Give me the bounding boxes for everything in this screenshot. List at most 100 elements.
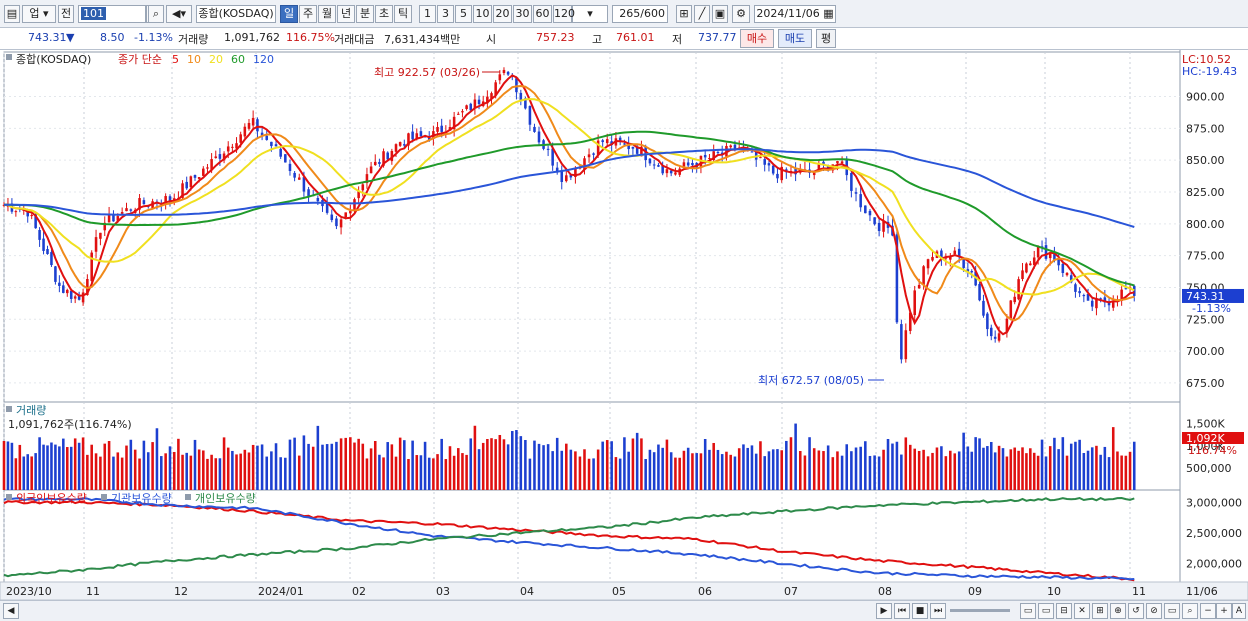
candle-body xyxy=(185,181,188,189)
volume-bar xyxy=(970,451,974,490)
scroll-right-icon[interactable]: ▶ xyxy=(876,603,892,619)
interval-5[interactable]: 5 xyxy=(455,5,472,23)
eval-button[interactable]: 평 xyxy=(816,29,836,48)
quote-open-label: 시 xyxy=(486,33,497,46)
tool-icon-4[interactable]: ✕ xyxy=(1074,603,1090,619)
candle-body xyxy=(477,99,481,105)
interval-30[interactable]: 30 xyxy=(513,5,532,23)
volume-bar xyxy=(716,449,720,490)
candle-body xyxy=(436,127,439,132)
count-field[interactable]: 265/600 xyxy=(612,5,668,23)
buy-button[interactable]: 매수 xyxy=(740,29,774,48)
volume-bar xyxy=(989,441,993,490)
code-input[interactable]: 101 xyxy=(78,5,146,23)
volume-bar xyxy=(794,423,797,490)
candle-body xyxy=(378,162,381,164)
volume-bar xyxy=(695,453,698,490)
volume-bar xyxy=(138,458,141,490)
candle-body xyxy=(193,175,197,178)
period-1[interactable]: 주 xyxy=(299,5,317,23)
sell-button[interactable]: 매도 xyxy=(778,29,812,48)
candle-body xyxy=(239,134,242,143)
interval-120[interactable]: 120 xyxy=(553,5,575,23)
date-field[interactable]: 2024/11/06 ▦ xyxy=(754,5,836,23)
x-tick-label: 04 xyxy=(520,585,534,598)
candle-body xyxy=(691,162,694,166)
candle-body xyxy=(1103,297,1107,303)
stop-icon[interactable]: ■ xyxy=(912,603,928,619)
candle-body xyxy=(944,257,948,259)
period-5[interactable]: 초 xyxy=(375,5,393,23)
tool-icon-9[interactable]: ▭ xyxy=(1164,603,1180,619)
volume-bar xyxy=(750,445,754,490)
x-tick-label: 12 xyxy=(174,585,188,598)
search-icon[interactable]: ⌕ xyxy=(148,5,164,23)
interval-20[interactable]: 20 xyxy=(493,5,512,23)
volume-bar xyxy=(776,449,779,490)
save-icon[interactable]: ▣ xyxy=(712,5,728,23)
period-4[interactable]: 분 xyxy=(356,5,374,23)
volume-bar xyxy=(214,458,218,490)
period-6[interactable]: 틱 xyxy=(394,5,412,23)
market-select[interactable]: 업 ▾ xyxy=(22,5,56,23)
tool-icon-7[interactable]: ↺ xyxy=(1128,603,1144,619)
volume-bar xyxy=(325,444,329,490)
settings-icon[interactable]: ⚙ xyxy=(732,5,750,23)
candle-body xyxy=(226,146,230,152)
market-label: 업 xyxy=(29,7,40,20)
volume-bar xyxy=(966,446,970,490)
zoom-track[interactable] xyxy=(950,609,1010,612)
minus-icon[interactable]: − xyxy=(1200,603,1216,619)
volume-bar xyxy=(1078,439,1081,490)
volume-bar xyxy=(669,452,673,490)
prev-button[interactable]: 전 xyxy=(58,5,74,23)
interval-10[interactable]: 10 xyxy=(473,5,492,23)
x-tick-label: 05 xyxy=(612,585,626,598)
tool-icon-6[interactable]: ⊕ xyxy=(1110,603,1126,619)
interval-1[interactable]: 1 xyxy=(419,5,436,23)
candle-body xyxy=(627,143,630,150)
blank-select[interactable]: ▾ xyxy=(572,5,608,23)
candle-body xyxy=(316,197,320,202)
speaker-icon[interactable]: ◀▾ xyxy=(166,5,192,23)
period-0[interactable]: 일 xyxy=(280,5,298,23)
chart-type-icon[interactable]: ⊞ xyxy=(676,5,692,23)
volume-bar xyxy=(125,445,128,490)
volume-bar xyxy=(344,437,348,490)
candle-body xyxy=(733,144,737,150)
down-arrow-icon: ▼ xyxy=(66,31,75,44)
holdings-legend-marker xyxy=(6,494,12,500)
zoom-out-icon[interactable]: ⌕ xyxy=(1182,603,1198,619)
period-2[interactable]: 월 xyxy=(318,5,336,23)
last-icon[interactable]: ⏭ xyxy=(930,603,946,619)
interval-3[interactable]: 3 xyxy=(437,5,454,23)
candle-body xyxy=(1032,257,1036,266)
candle-body xyxy=(982,300,985,316)
candle-body xyxy=(202,168,205,176)
tool-icon-5[interactable]: ⊞ xyxy=(1092,603,1108,619)
volume-bar xyxy=(427,457,431,490)
layout-icon[interactable]: ▤ xyxy=(4,5,20,23)
volume-bar xyxy=(674,457,677,490)
tool-icon-1[interactable]: ▭ xyxy=(1020,603,1036,619)
volume-bar xyxy=(168,446,172,490)
period-3[interactable]: 년 xyxy=(337,5,355,23)
tool-icon-8[interactable]: ⊘ xyxy=(1146,603,1162,619)
scroll-bar[interactable]: ◀ ▶ ⏮ ■ ⏭ ▭ ▭ ⊟ ✕ ⊞ ⊕ ↺ ⊘ ▭ ⌕ − + A xyxy=(0,600,1248,621)
volume-bar xyxy=(712,442,715,490)
volume-bar xyxy=(1053,437,1056,490)
draw-icon[interactable]: ╱ xyxy=(694,5,710,23)
candle-body xyxy=(206,167,209,169)
tool-icon-3[interactable]: ⊟ xyxy=(1056,603,1072,619)
interval-60[interactable]: 60 xyxy=(533,5,552,23)
scroll-left-icon[interactable]: ◀ xyxy=(3,603,19,619)
font-icon[interactable]: A xyxy=(1232,603,1246,619)
first-icon[interactable]: ⏮ xyxy=(894,603,910,619)
candle-body xyxy=(682,162,686,167)
candle-body xyxy=(565,175,568,182)
candle-body xyxy=(349,211,352,214)
volume-bar xyxy=(661,447,664,490)
plus-icon[interactable]: + xyxy=(1216,603,1232,619)
tool-icon-2[interactable]: ▭ xyxy=(1038,603,1054,619)
volume-bar xyxy=(330,443,334,490)
